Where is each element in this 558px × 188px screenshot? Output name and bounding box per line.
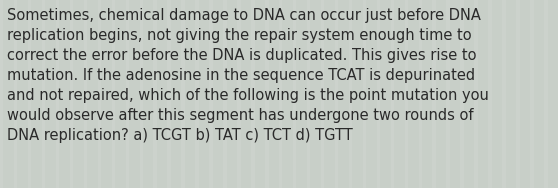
Bar (28, 0, 31, 188)
Bar (377, 0, 380, 188)
Bar (425, 0, 429, 188)
Bar (14, 0, 17, 188)
Bar (181, 0, 185, 188)
Bar (405, 0, 408, 188)
Bar (244, 0, 248, 188)
Bar (474, 0, 478, 188)
Bar (412, 0, 415, 188)
Bar (112, 0, 115, 188)
Bar (384, 0, 387, 188)
Bar (105, 0, 108, 188)
Bar (363, 0, 366, 188)
Bar (446, 0, 450, 188)
Bar (133, 0, 136, 188)
Bar (341, 0, 345, 188)
Bar (523, 0, 527, 188)
Bar (202, 0, 206, 188)
Bar (90, 0, 94, 188)
Bar (146, 0, 150, 188)
Bar (174, 0, 178, 188)
Bar (369, 0, 373, 188)
Bar (251, 0, 254, 188)
Bar (300, 0, 304, 188)
Bar (230, 0, 234, 188)
Bar (356, 0, 359, 188)
Bar (77, 0, 80, 188)
Bar (126, 0, 129, 188)
Bar (223, 0, 227, 188)
Bar (335, 0, 338, 188)
Bar (21, 0, 25, 188)
Bar (237, 0, 240, 188)
Bar (84, 0, 87, 188)
Bar (453, 0, 457, 188)
Bar (70, 0, 73, 188)
Bar (468, 0, 471, 188)
Bar (7, 0, 11, 188)
Bar (481, 0, 485, 188)
Bar (0, 0, 3, 188)
Bar (272, 0, 276, 188)
Bar (516, 0, 519, 188)
Bar (418, 0, 422, 188)
Bar (265, 0, 268, 188)
Bar (42, 0, 45, 188)
Bar (35, 0, 39, 188)
Bar (496, 0, 499, 188)
Bar (440, 0, 443, 188)
Bar (551, 0, 555, 188)
Bar (217, 0, 220, 188)
Bar (153, 0, 157, 188)
Bar (286, 0, 290, 188)
Bar (391, 0, 394, 188)
Bar (502, 0, 506, 188)
Text: Sometimes, chemical damage to DNA can occur just before DNA
replication begins, : Sometimes, chemical damage to DNA can oc… (7, 8, 489, 143)
Bar (118, 0, 122, 188)
Bar (195, 0, 199, 188)
Bar (98, 0, 101, 188)
Bar (397, 0, 401, 188)
Bar (209, 0, 213, 188)
Bar (432, 0, 436, 188)
Bar (314, 0, 318, 188)
Bar (537, 0, 541, 188)
Bar (279, 0, 282, 188)
Bar (544, 0, 547, 188)
Bar (349, 0, 352, 188)
Bar (189, 0, 192, 188)
Bar (530, 0, 533, 188)
Bar (62, 0, 66, 188)
Bar (293, 0, 296, 188)
Bar (307, 0, 310, 188)
Bar (258, 0, 262, 188)
Bar (167, 0, 171, 188)
Bar (49, 0, 52, 188)
Bar (509, 0, 513, 188)
Bar (488, 0, 492, 188)
Bar (321, 0, 324, 188)
Bar (328, 0, 331, 188)
Bar (140, 0, 143, 188)
Bar (460, 0, 464, 188)
Bar (56, 0, 59, 188)
Bar (161, 0, 164, 188)
